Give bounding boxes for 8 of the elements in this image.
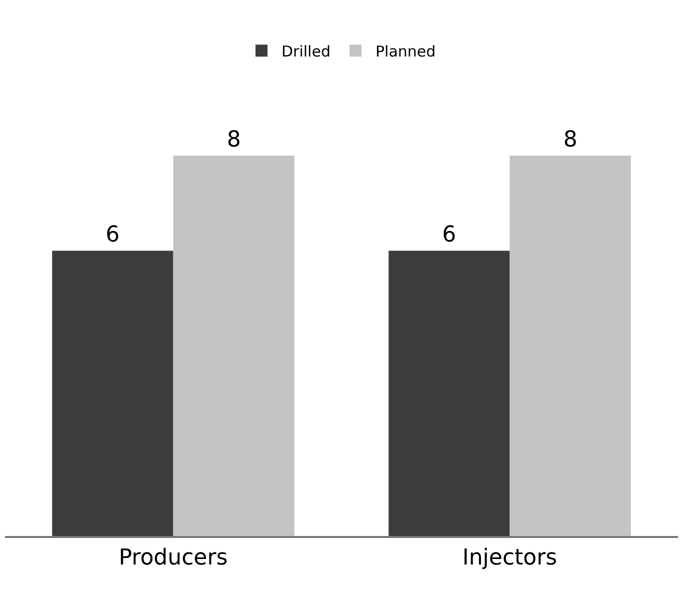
x-tick-label: Producers — [118, 545, 228, 570]
data-label: 8 — [563, 128, 578, 153]
data-label: 6 — [442, 222, 456, 248]
legend-label: Drilled — [282, 42, 330, 60]
legend-label: Planned — [375, 42, 436, 60]
data-label: 8 — [226, 128, 241, 153]
data-label: 6 — [106, 222, 120, 248]
x-tick-label: Injectors — [462, 545, 558, 570]
